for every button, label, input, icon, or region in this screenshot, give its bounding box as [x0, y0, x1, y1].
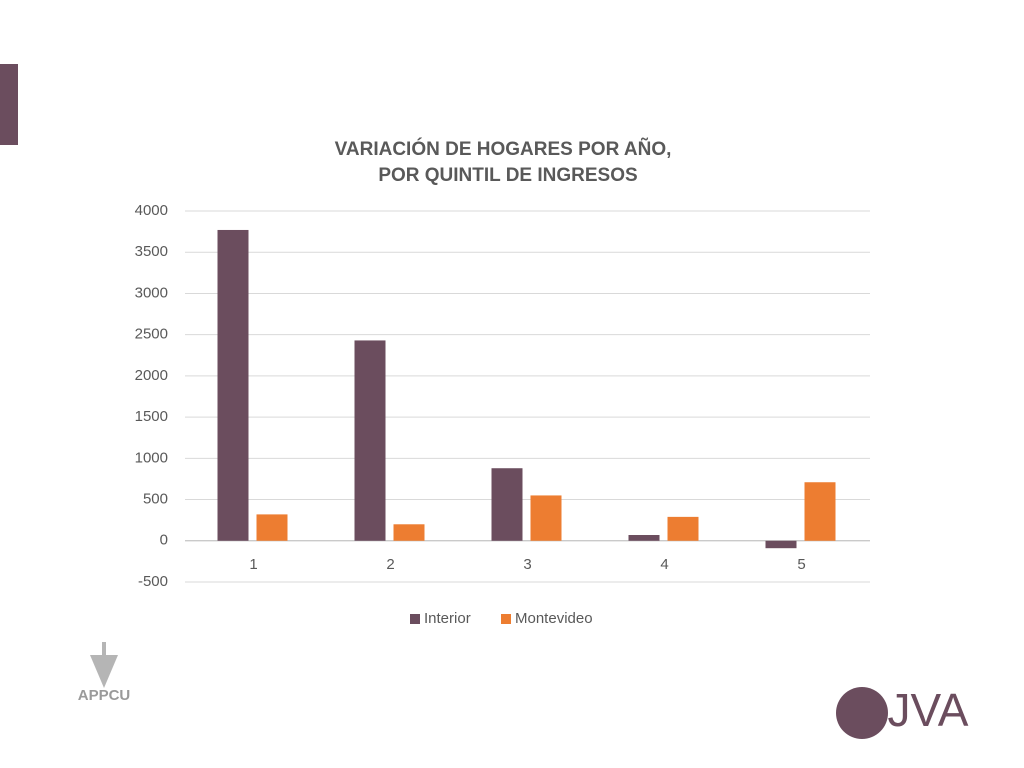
y-tick-label: 1000 [135, 449, 168, 466]
logo-shape [836, 687, 888, 739]
y-tick-label: 500 [143, 491, 168, 508]
bar [804, 482, 836, 541]
logo-shape [102, 642, 106, 656]
logo-text: APPCU [78, 687, 131, 704]
jva-logo: JVA [836, 684, 969, 739]
appcu-logo: APPCU [78, 642, 131, 704]
bar [628, 535, 660, 541]
bar [491, 468, 523, 541]
legend-label: Montevideo [515, 610, 593, 627]
y-tick-label: 4000 [135, 202, 168, 219]
y-tick-label: 3000 [135, 284, 168, 301]
bar [765, 540, 797, 549]
bar [256, 514, 288, 541]
x-tick-label: 3 [523, 556, 531, 573]
bar [393, 524, 425, 541]
x-tick-label: 5 [797, 556, 805, 573]
accent-bar [0, 64, 18, 145]
legend-swatch [501, 614, 511, 624]
bar [667, 516, 699, 541]
chart-title: VARIACIÓN DE HOGARES POR AÑO, [335, 138, 672, 160]
legend-swatch [410, 614, 420, 624]
y-tick-label: 3500 [135, 243, 168, 260]
y-tick-label: 0 [160, 532, 168, 549]
x-tick-label: 2 [386, 556, 394, 573]
x-tick-label: 1 [249, 556, 257, 573]
x-tick-label: 4 [660, 556, 668, 573]
logo-shape [90, 655, 118, 688]
legend-label: Interior [424, 610, 471, 627]
y-tick-label: 2500 [135, 326, 168, 343]
y-tick-label: -500 [138, 573, 168, 590]
bar [530, 495, 562, 541]
y-tick-label: 2000 [135, 367, 168, 384]
chart-title: POR QUINTIL DE INGRESOS [378, 165, 637, 186]
bar [217, 229, 249, 541]
bar [354, 340, 386, 541]
y-tick-label: 1500 [135, 408, 168, 425]
logo-text: JVA [888, 684, 969, 736]
